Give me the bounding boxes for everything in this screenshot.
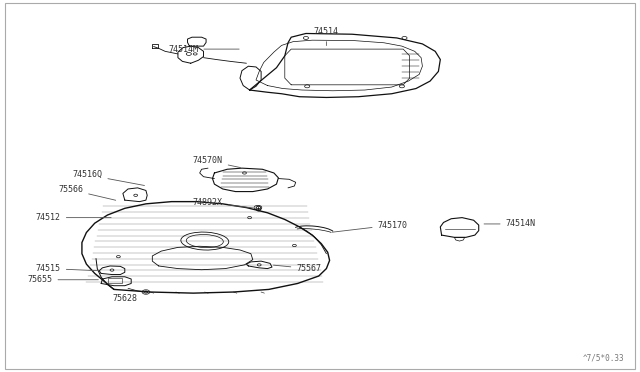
Text: 74516Q: 74516Q [72, 170, 145, 186]
Text: 75566: 75566 [58, 185, 116, 200]
Text: 75628: 75628 [112, 292, 144, 303]
Text: 74514: 74514 [314, 27, 339, 46]
Text: ^7/5*0.33: ^7/5*0.33 [582, 354, 624, 363]
Text: 745170: 745170 [332, 221, 408, 232]
Text: 74514M: 74514M [168, 45, 239, 54]
Text: 75567: 75567 [273, 264, 321, 273]
Text: 74515: 74515 [36, 264, 99, 273]
Text: 74514N: 74514N [484, 219, 536, 228]
Text: 75655: 75655 [28, 275, 99, 284]
Text: 74892X: 74892X [193, 198, 253, 208]
Text: 74512: 74512 [36, 213, 111, 222]
Text: 74570N: 74570N [193, 156, 241, 167]
